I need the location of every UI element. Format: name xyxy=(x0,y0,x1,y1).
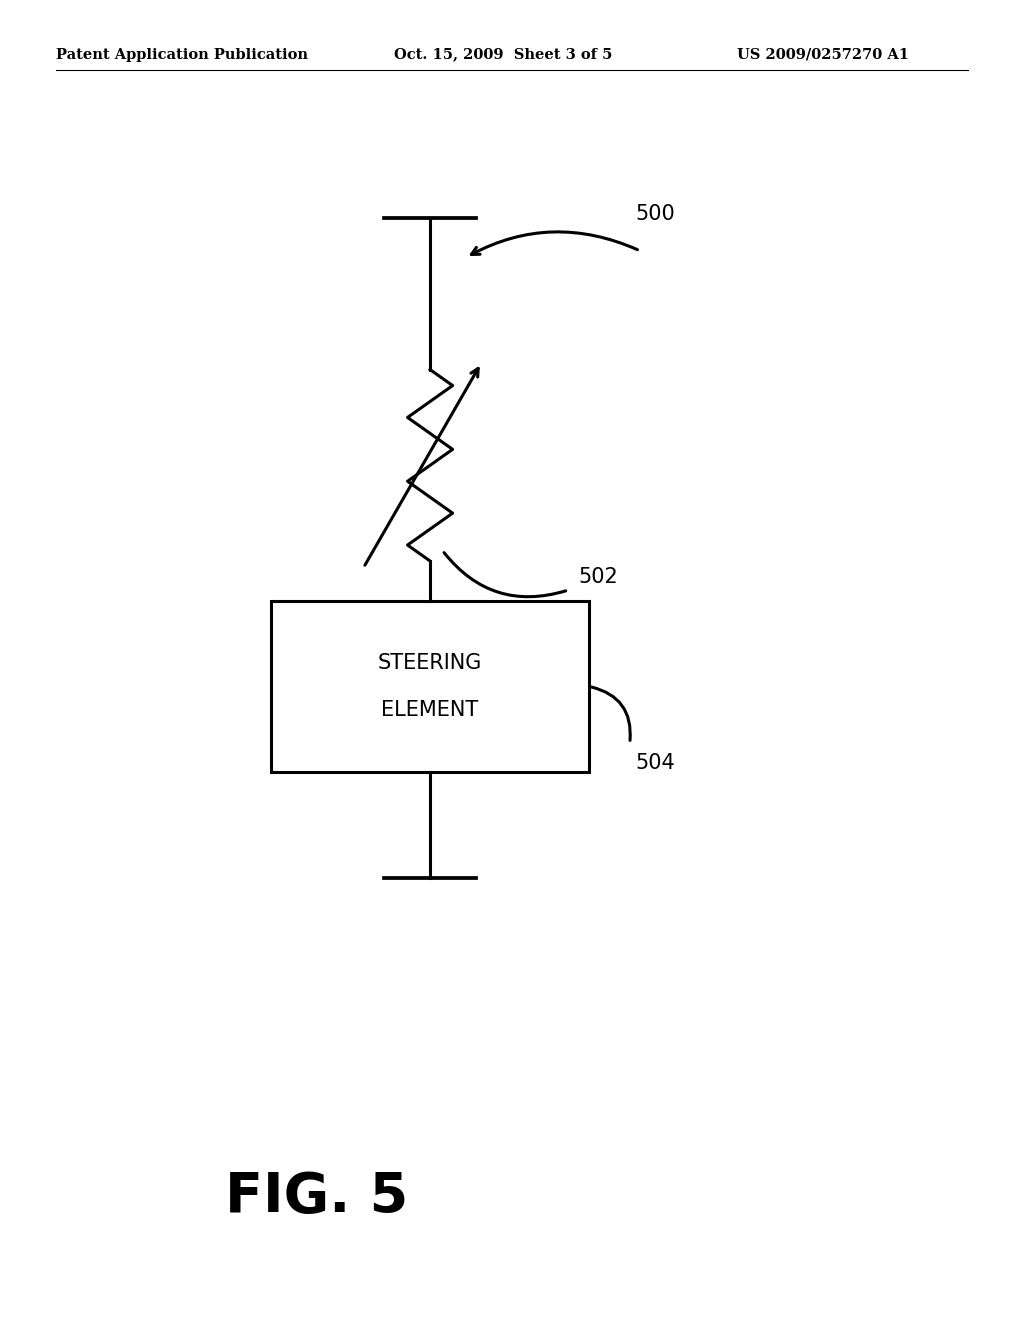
Text: Oct. 15, 2009  Sheet 3 of 5: Oct. 15, 2009 Sheet 3 of 5 xyxy=(394,48,612,62)
Text: 500: 500 xyxy=(635,205,675,224)
Bar xyxy=(271,601,589,772)
Text: Patent Application Publication: Patent Application Publication xyxy=(56,48,308,62)
Text: ELEMENT: ELEMENT xyxy=(382,700,478,721)
Text: STEERING: STEERING xyxy=(378,652,482,673)
Text: US 2009/0257270 A1: US 2009/0257270 A1 xyxy=(737,48,909,62)
Text: 502: 502 xyxy=(579,566,618,587)
Text: 504: 504 xyxy=(635,752,675,774)
Text: FIG. 5: FIG. 5 xyxy=(225,1170,409,1224)
